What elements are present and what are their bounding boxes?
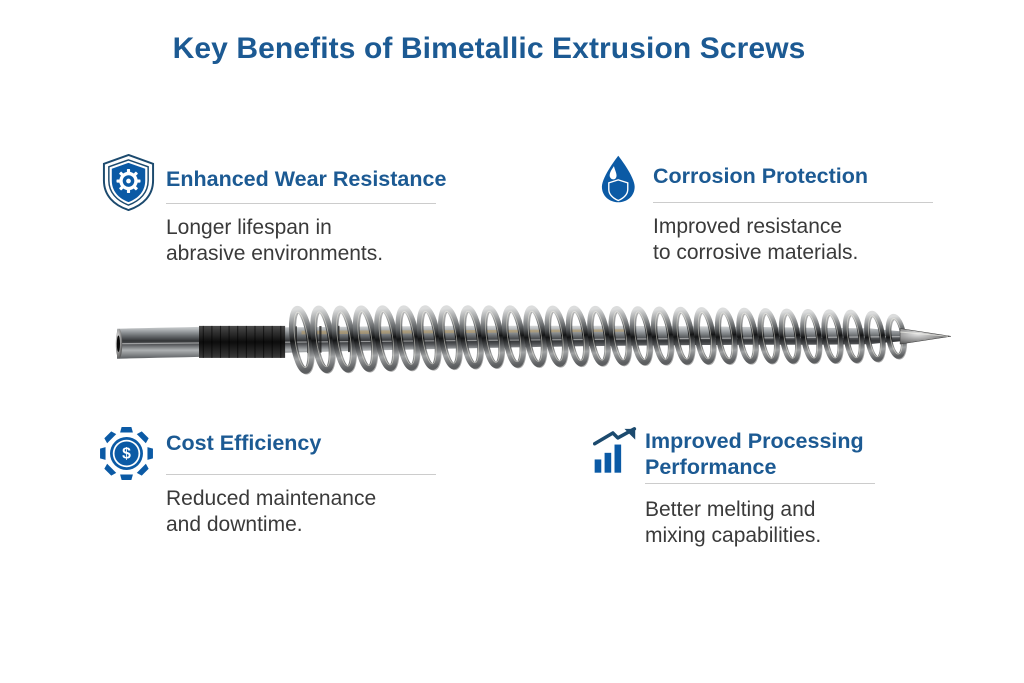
svg-text:$: $ <box>122 445 131 462</box>
